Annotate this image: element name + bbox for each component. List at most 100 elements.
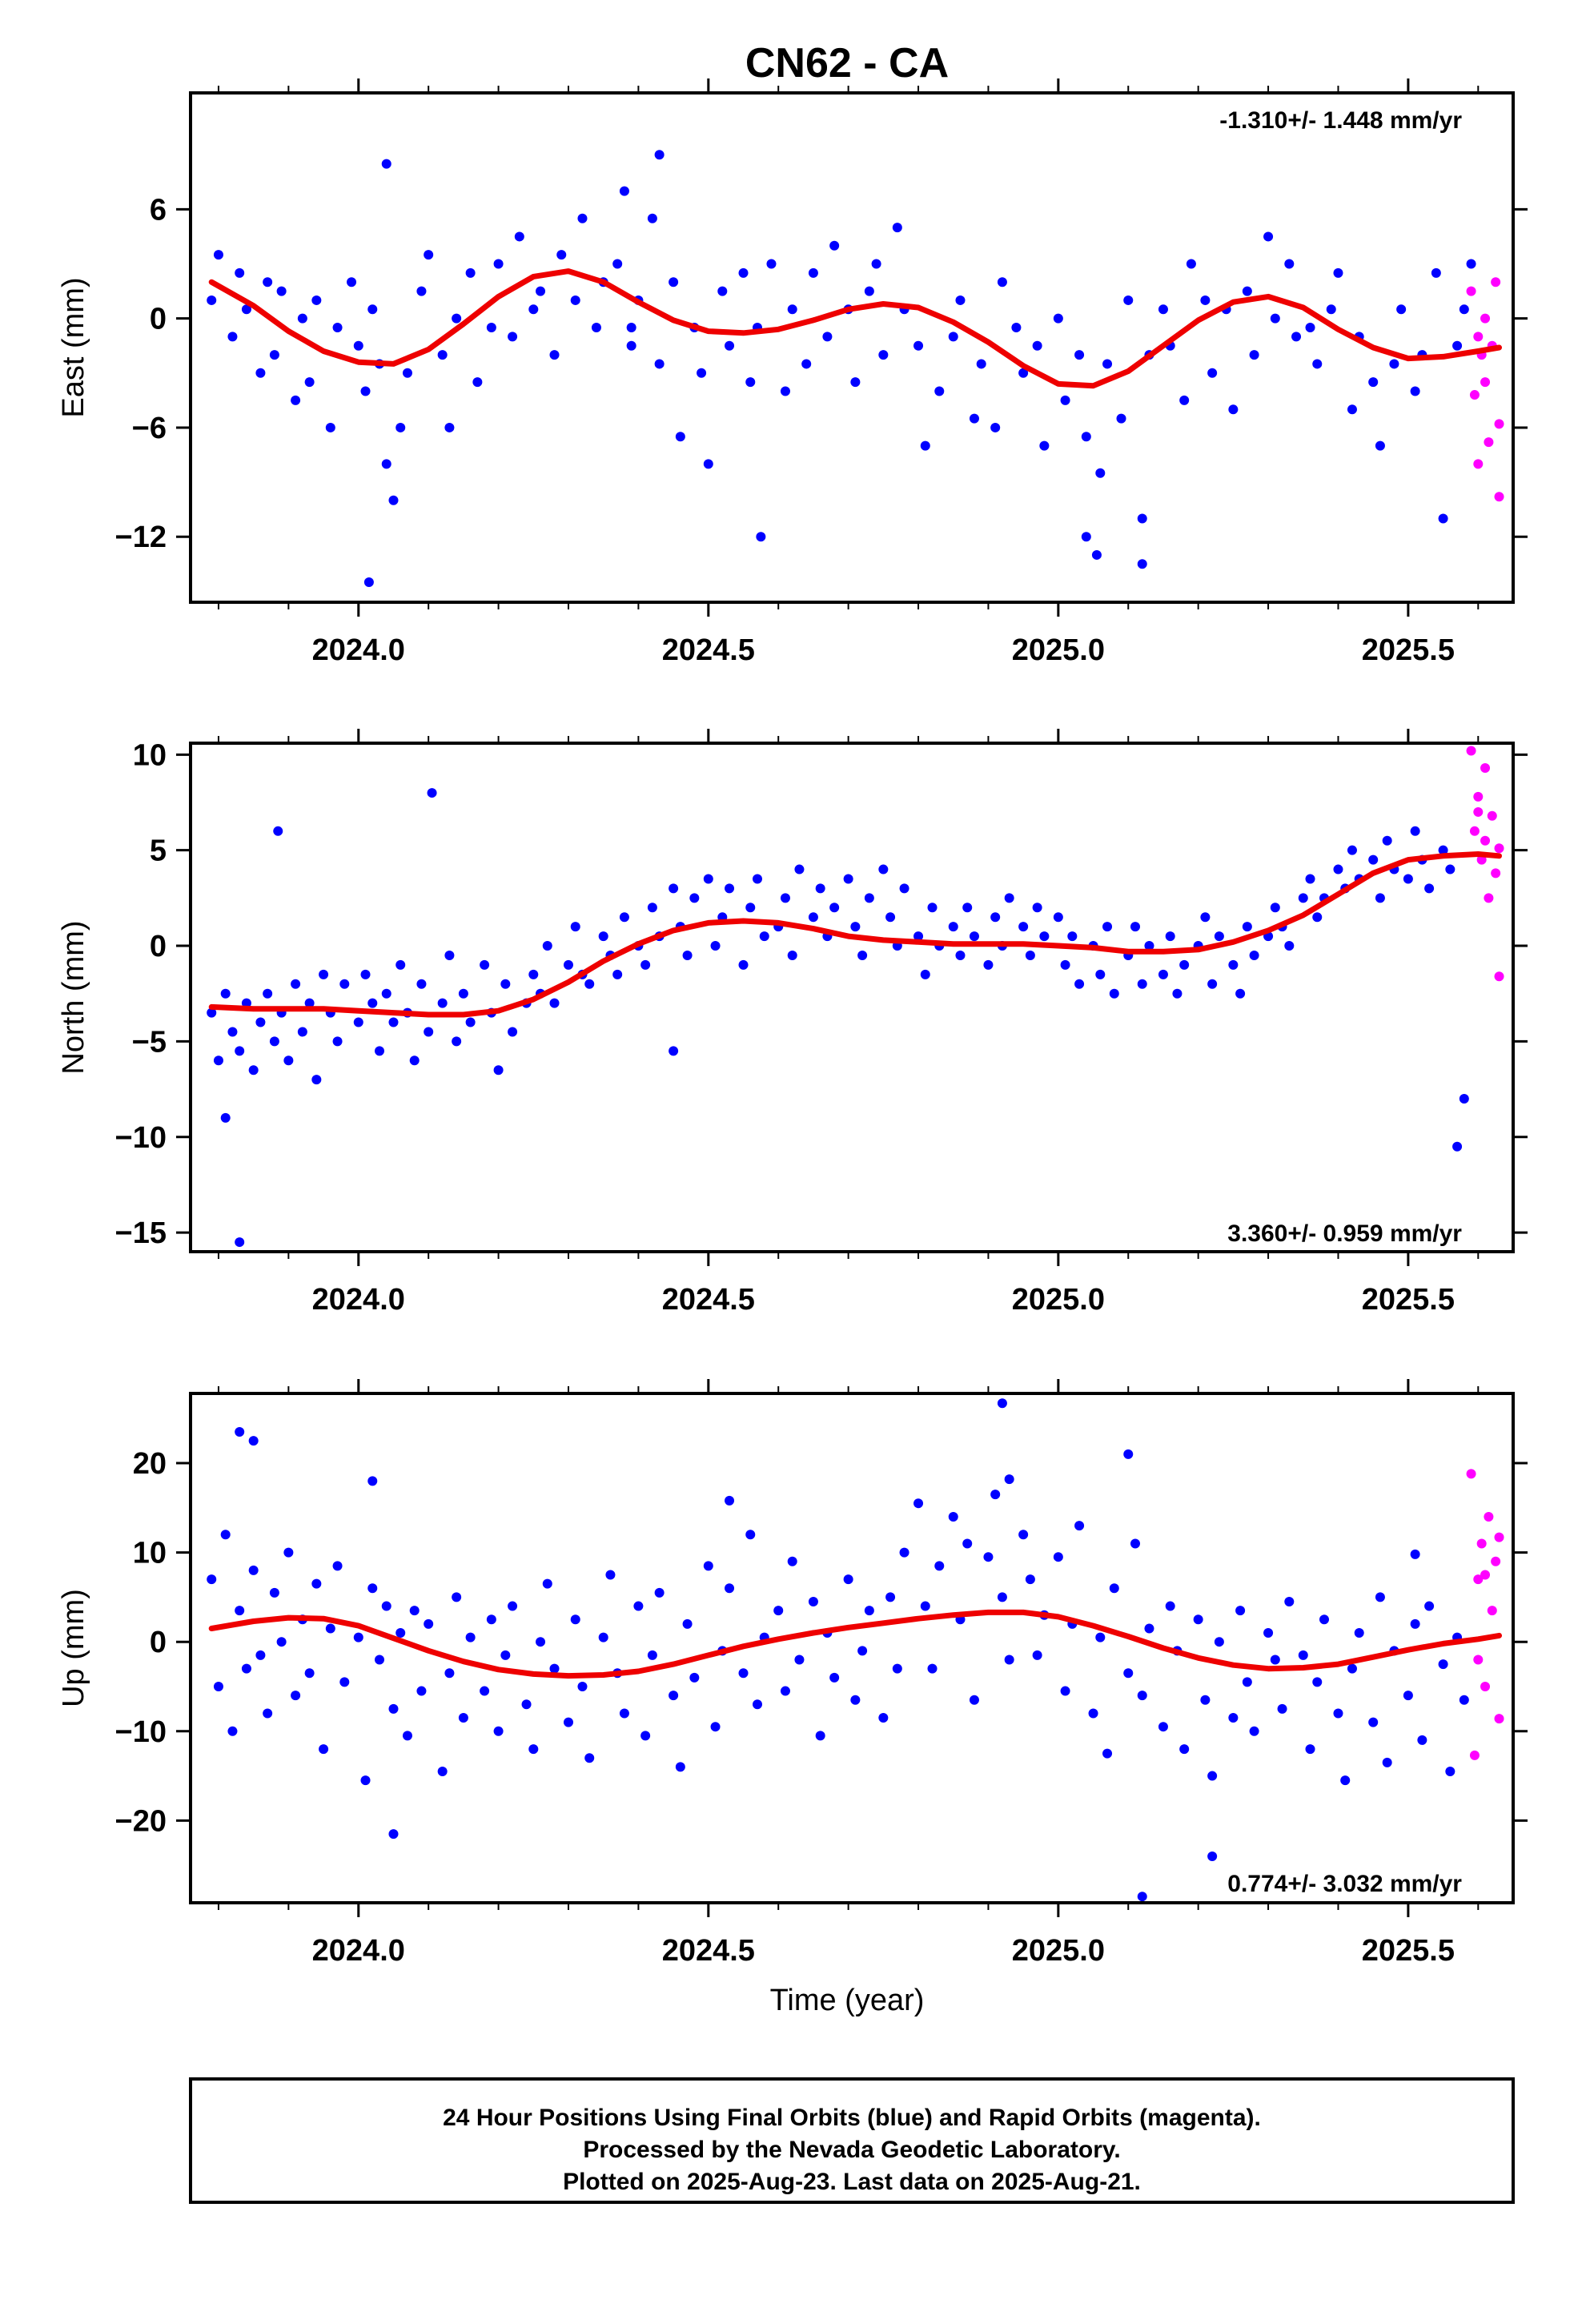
final-orbit-point — [564, 1717, 573, 1727]
final-orbit-point — [654, 359, 665, 369]
final-orbit-point — [500, 979, 511, 989]
final-orbit-point — [311, 1075, 322, 1085]
final-orbit-point — [1333, 864, 1343, 875]
final-orbit-point — [899, 1547, 909, 1558]
final-orbit-point — [990, 912, 1001, 923]
final-orbit-point — [241, 1663, 251, 1674]
y-tick-label: −12 — [115, 521, 167, 554]
x-tick-label: 2024.0 — [312, 633, 405, 667]
plot-frame — [189, 1392, 1515, 1904]
final-orbit-point — [1389, 359, 1399, 369]
final-orbit-point — [948, 332, 958, 342]
final-orbit-point — [1067, 931, 1078, 942]
final-orbit-point — [1270, 1655, 1280, 1665]
final-orbit-point — [367, 998, 378, 1008]
y-tick-label: −20 — [115, 1804, 167, 1838]
final-orbit-point — [780, 386, 790, 396]
final-orbit-point — [1095, 1632, 1106, 1642]
final-orbit-point — [235, 1606, 245, 1616]
final-orbit-point — [864, 893, 874, 903]
final-orbit-point — [227, 332, 238, 342]
final-orbit-point — [1375, 1592, 1385, 1602]
final-orbit-point — [1270, 313, 1280, 324]
final-orbit-point — [1242, 286, 1252, 296]
final-orbit-point — [458, 1713, 468, 1723]
final-orbit-point — [339, 1677, 350, 1687]
final-orbit-point — [1312, 359, 1323, 369]
final-orbit-point — [556, 250, 567, 260]
final-orbit-point — [1200, 1695, 1211, 1705]
final-orbit-point — [717, 286, 728, 296]
rapid-orbit-point — [1466, 746, 1476, 756]
rapid-orbit-point — [1466, 1469, 1476, 1479]
final-orbit-point — [822, 332, 833, 342]
final-orbit-point — [850, 377, 861, 388]
final-orbit-point — [1193, 1614, 1203, 1625]
final-orbit-point — [983, 959, 994, 970]
final-orbit-point — [1459, 1695, 1469, 1705]
final-orbit-point — [424, 250, 434, 260]
final-orbit-point — [1305, 1744, 1315, 1755]
final-orbit-point — [424, 1618, 434, 1629]
y-tick-label: 0 — [150, 303, 167, 336]
y-tick-label: −10 — [115, 1121, 167, 1155]
final-orbit-point — [913, 1498, 924, 1509]
final-orbit-point — [1312, 1677, 1323, 1687]
final-orbit-point — [612, 259, 623, 269]
final-orbit-point — [669, 883, 679, 894]
rapid-orbit-point — [1494, 843, 1504, 854]
final-orbit-point — [955, 950, 966, 960]
final-orbit-point — [1235, 1606, 1246, 1616]
final-orbit-point — [885, 912, 896, 923]
final-orbit-point — [360, 1775, 371, 1786]
final-orbit-point — [1039, 440, 1050, 451]
final-orbit-point — [598, 1632, 608, 1642]
footer-line-2: Processed by the Nevada Geodetic Laborat… — [583, 2137, 1120, 2163]
final-orbit-point — [1319, 1614, 1329, 1625]
final-orbit-point — [353, 1017, 363, 1027]
data-layer — [207, 150, 1504, 588]
final-orbit-point — [1004, 893, 1014, 903]
final-orbit-point — [1410, 826, 1420, 836]
final-orbit-point — [787, 950, 797, 960]
rapid-orbit-point — [1469, 826, 1480, 836]
final-orbit-point — [1305, 323, 1315, 333]
final-orbit-point — [801, 359, 812, 369]
x-tick-label: 2025.5 — [1362, 1934, 1455, 1968]
final-orbit-point — [1123, 1449, 1134, 1459]
final-orbit-point — [536, 1637, 546, 1647]
final-orbit-point — [402, 368, 412, 378]
final-orbit-point — [1438, 845, 1448, 855]
x-tick-label: 2024.0 — [312, 1283, 405, 1317]
final-orbit-point — [1347, 845, 1357, 855]
final-orbit-point — [1305, 874, 1315, 884]
rapid-orbit-point — [1484, 437, 1494, 448]
final-orbit-point — [1165, 1601, 1175, 1611]
final-orbit-point — [1263, 231, 1274, 242]
final-orbit-point — [997, 1592, 1007, 1602]
final-orbit-point — [360, 969, 371, 979]
final-orbit-point — [291, 979, 301, 989]
final-orbit-point — [983, 1552, 994, 1562]
final-orbit-point — [1410, 386, 1420, 396]
final-orbit-point — [528, 1744, 539, 1755]
final-orbit-point — [1074, 1521, 1085, 1531]
final-orbit-point — [773, 1606, 784, 1616]
final-orbit-point — [570, 1614, 580, 1625]
final-orbit-point — [367, 304, 378, 315]
final-orbit-point — [1116, 413, 1126, 424]
final-orbit-point — [1382, 835, 1392, 846]
final-orbit-point — [1459, 1094, 1469, 1104]
final-orbit-point — [598, 931, 608, 942]
final-orbit-point — [1179, 959, 1190, 970]
final-orbit-point — [458, 988, 468, 999]
final-orbit-point — [1018, 368, 1029, 378]
final-orbit-point — [493, 1065, 504, 1076]
final-orbit-point — [353, 1632, 363, 1642]
final-orbit-point — [311, 295, 322, 305]
final-orbit-point — [745, 377, 756, 388]
y-tick-label: 0 — [150, 1626, 167, 1659]
y-axis-label: Up (mm) — [57, 1589, 90, 1707]
final-orbit-point — [1137, 513, 1147, 524]
final-orbit-point — [1081, 532, 1091, 542]
